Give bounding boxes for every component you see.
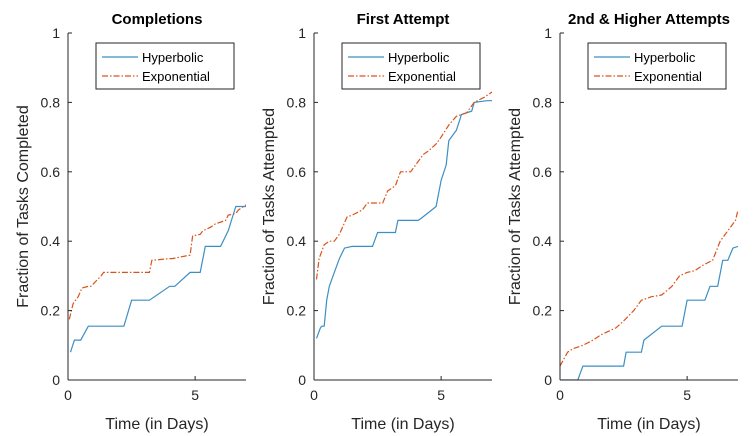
x-tick-label: 5: [437, 387, 445, 403]
subplot-title: Completions: [112, 11, 203, 28]
series-line-hyperbolic: [560, 245, 738, 380]
x-axis-label: Time (in Days): [351, 416, 454, 433]
series-line-exponential: [560, 209, 738, 367]
y-tick-label: 0.2: [287, 303, 307, 319]
legend-box: [95, 42, 235, 90]
y-tick-label: 0: [52, 372, 60, 388]
subplot-1: 0 0.2 0.4 0.6 0.8 1 0 5 Completions Time (in Days…: [15, 11, 246, 433]
legend: Hyperbolic Exponential: [587, 42, 727, 90]
y-tick-label: 0.6: [287, 164, 307, 180]
subplot-2: 0 0.2 0.4 0.6 0.8 1 0 5 First Attempt Time (in Da…: [261, 11, 492, 433]
y-tick-label: 0.8: [41, 94, 61, 110]
y-tick-label: 1: [298, 25, 306, 41]
x-axis-label: Time (in Days): [105, 416, 208, 433]
x-tick-label: 0: [310, 387, 318, 403]
legend-label-exponential: Exponential: [142, 69, 210, 84]
legend-box: [587, 42, 727, 90]
y-tick-label: 0.2: [533, 303, 553, 319]
series-line-exponential: [315, 91, 492, 280]
y-axis-label: Fraction of Tasks Attempted: [507, 108, 524, 305]
y-tick-label: 0.8: [287, 94, 307, 110]
legend: Hyperbolic Exponential: [95, 42, 235, 90]
series-line-hyperbolic: [315, 100, 492, 339]
y-tick-label: 0.4: [287, 233, 307, 249]
legend-box: [341, 42, 481, 90]
legend-label-hyperbolic: Hyperbolic: [634, 50, 696, 65]
subplot-title: 2nd & Higher Attempts: [568, 11, 730, 28]
y-tick-label: 0.6: [41, 164, 61, 180]
y-tick-label: 0.6: [533, 164, 553, 180]
y-tick-label: 1: [52, 25, 60, 41]
x-tick-label: 0: [64, 387, 72, 403]
y-tick-label: 1: [544, 25, 552, 41]
series-line-hyperbolic: [69, 205, 246, 353]
legend: Hyperbolic Exponential: [341, 42, 481, 90]
legend-label-hyperbolic: Hyperbolic: [388, 50, 450, 65]
y-tick-label: 0.4: [533, 233, 553, 249]
series-line-exponential: [68, 204, 246, 320]
y-tick-label: 0: [298, 372, 306, 388]
subplot-title: First Attempt: [357, 11, 450, 28]
legend-label-exponential: Exponential: [634, 69, 702, 84]
subplot-3: 0 0.2 0.4 0.6 0.8 1 0 5 2nd & Higher Attempts Tim…: [507, 11, 738, 433]
y-axis-label: Fraction of Tasks Completed: [15, 105, 32, 307]
x-tick-label: 5: [683, 387, 691, 403]
legend-label-exponential: Exponential: [388, 69, 456, 84]
x-tick-label: 0: [556, 387, 564, 403]
y-tick-label: 0: [544, 372, 552, 388]
y-tick-label: 0.2: [41, 303, 61, 319]
y-tick-label: 0.8: [533, 94, 553, 110]
y-axis-label: Fraction of Tasks Attempted: [261, 108, 278, 305]
x-tick-label: 5: [191, 387, 199, 403]
x-axis-label: Time (in Days): [597, 416, 700, 433]
y-tick-label: 0.4: [41, 233, 61, 249]
legend-label-hyperbolic: Hyperbolic: [142, 50, 204, 65]
